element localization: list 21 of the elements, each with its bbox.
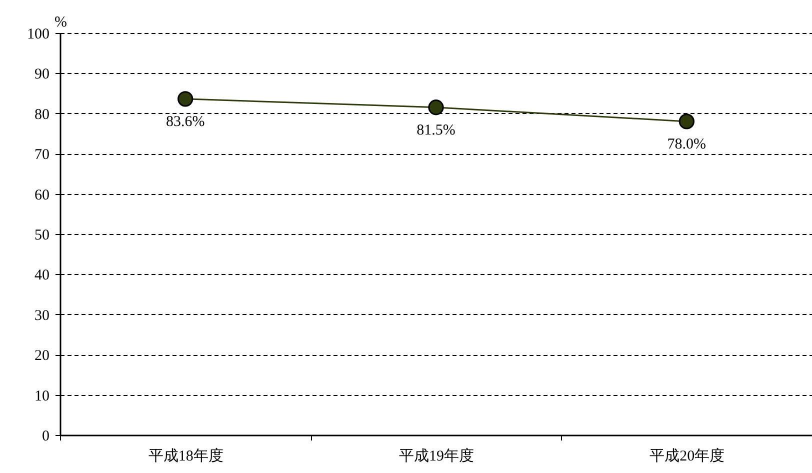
x-tick-label: 平成18年度 <box>148 448 224 464</box>
y-tick-label: 20 <box>34 348 50 364</box>
y-tick-label: 100 <box>27 26 50 42</box>
data-label: 83.6% <box>166 114 205 130</box>
data-label: 78.0% <box>667 136 706 152</box>
y-tick-label: 50 <box>34 228 50 244</box>
y-tick-label: 30 <box>34 308 50 324</box>
y-tick-label: 80 <box>34 106 50 123</box>
y-tick-label: 10 <box>34 388 50 404</box>
y-axis-title: % <box>54 14 67 30</box>
x-tick-label: 平成20年度 <box>650 448 725 464</box>
point <box>678 114 694 130</box>
y-tick-label: 60 <box>34 187 50 204</box>
x-tick-label: 平成19年度 <box>399 448 474 464</box>
y-tick-label: 0 <box>42 428 50 444</box>
point <box>428 100 444 116</box>
y-tick-label: 90 <box>34 66 50 83</box>
y-tick-label: 40 <box>34 268 50 284</box>
point <box>178 91 194 107</box>
y-tick-label: 70 <box>34 147 50 164</box>
data-label: 81.5% <box>416 122 456 138</box>
